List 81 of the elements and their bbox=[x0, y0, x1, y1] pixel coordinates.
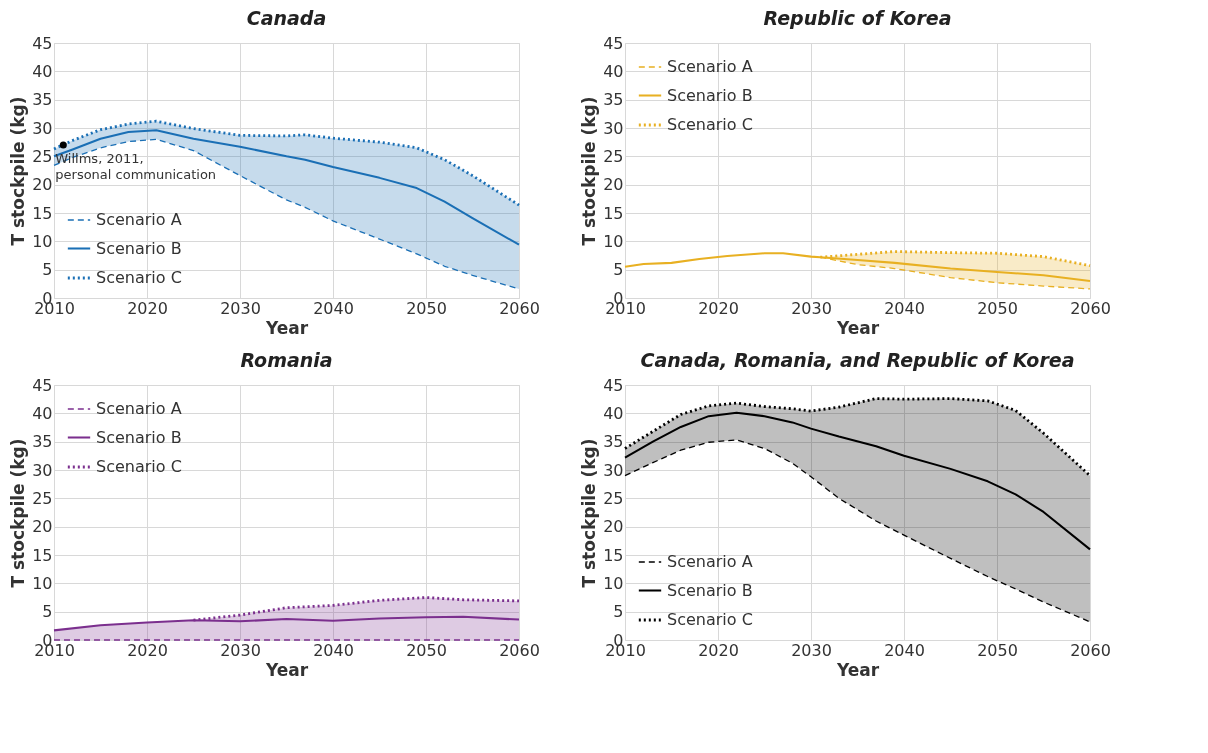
y-axis-title: T stockpile (kg) bbox=[8, 96, 29, 246]
y-tick-label: 30 bbox=[603, 460, 624, 480]
y-tick-label: 20 bbox=[32, 517, 53, 537]
x-tick-label: 2050 bbox=[406, 298, 447, 318]
y-tick-label: 5 bbox=[613, 260, 624, 280]
x-axis-title: Year bbox=[835, 659, 880, 680]
y-axis-title: T stockpile (kg) bbox=[579, 96, 600, 246]
x-tick-label: 2060 bbox=[499, 298, 540, 318]
y-tick-label: 25 bbox=[32, 488, 53, 508]
y-axis-title: T stockpile (kg) bbox=[8, 438, 29, 588]
x-axis-title: Year bbox=[835, 317, 880, 338]
y-tick-label: 45 bbox=[603, 375, 624, 395]
y-tick-label: 5 bbox=[42, 260, 53, 280]
y-tick-label: 15 bbox=[32, 203, 53, 223]
annotation: Willms, 2011, personal communication bbox=[55, 151, 217, 182]
y-tick-label: 10 bbox=[32, 231, 53, 251]
legend-label: Scenario C bbox=[667, 610, 753, 629]
legend-label: Scenario B bbox=[96, 238, 182, 258]
legend-label: Scenario A bbox=[96, 210, 182, 229]
legend-label: Scenario B bbox=[667, 85, 753, 105]
y-tick-label: 20 bbox=[603, 517, 624, 537]
y-axis-title: T stockpile (kg) bbox=[579, 438, 600, 588]
legend-label: Scenario A bbox=[667, 57, 753, 76]
y-tick-label: 40 bbox=[32, 403, 53, 423]
y-tick-label: 20 bbox=[603, 175, 624, 195]
chart-title: Republic of Korea bbox=[763, 7, 952, 29]
y-tick-label: 10 bbox=[32, 573, 53, 593]
y-tick-label: 35 bbox=[32, 432, 53, 452]
chart-title: Romania bbox=[240, 349, 333, 371]
y-tick-label: 15 bbox=[603, 545, 624, 565]
y-tick-label: 20 bbox=[32, 175, 53, 195]
y-tick-label: 40 bbox=[603, 403, 624, 423]
x-tick-label: 2060 bbox=[1070, 640, 1111, 660]
x-tick-label: 2050 bbox=[977, 640, 1018, 660]
x-tick-label: 2050 bbox=[406, 640, 447, 660]
x-tick-label: 2020 bbox=[127, 298, 168, 318]
legend-label: Scenario C bbox=[96, 268, 182, 287]
legend-label: Scenario B bbox=[667, 580, 753, 600]
y-tick-label: 45 bbox=[32, 33, 53, 53]
x-tick-label: 2030 bbox=[791, 298, 832, 318]
x-tick-label: 2040 bbox=[884, 640, 925, 660]
x-axis-title: Year bbox=[264, 317, 309, 338]
x-tick-label: 2020 bbox=[127, 640, 168, 660]
y-tick-label: 45 bbox=[32, 375, 53, 395]
x-tick-label: 2050 bbox=[977, 298, 1018, 318]
y-tick-label: 10 bbox=[603, 573, 624, 593]
x-tick-label: 2060 bbox=[499, 640, 540, 660]
chart-title: Canada bbox=[246, 7, 327, 29]
x-tick-label: 2060 bbox=[1070, 298, 1111, 318]
y-tick-label: 40 bbox=[32, 61, 53, 81]
y-tick-label: 25 bbox=[603, 146, 624, 166]
y-tick-label: 35 bbox=[603, 90, 624, 110]
x-tick-label: 2030 bbox=[220, 640, 261, 660]
x-tick-label: 2040 bbox=[313, 298, 354, 318]
y-tick-label: 30 bbox=[603, 118, 624, 138]
y-tick-label: 10 bbox=[603, 231, 624, 251]
legend-label: Scenario C bbox=[667, 115, 753, 134]
y-tick-label: 35 bbox=[32, 90, 53, 110]
legend-label: Scenario B bbox=[96, 427, 182, 447]
y-tick-label: 40 bbox=[603, 61, 624, 81]
x-tick-label: 2040 bbox=[313, 640, 354, 660]
chart-title: Canada, Romania, and Republic of Korea bbox=[640, 349, 1075, 371]
legend-label: Scenario C bbox=[96, 457, 182, 476]
legend-label: Scenario A bbox=[667, 552, 753, 571]
x-tick-label: 2040 bbox=[884, 298, 925, 318]
y-tick-label: 30 bbox=[32, 460, 53, 480]
y-tick-label: 25 bbox=[32, 146, 53, 166]
y-tick-label: 25 bbox=[603, 488, 624, 508]
y-tick-label: 15 bbox=[32, 545, 53, 565]
x-tick-label: 2020 bbox=[698, 640, 739, 660]
y-tick-label: 5 bbox=[613, 602, 624, 622]
legend-label: Scenario A bbox=[96, 399, 182, 418]
y-tick-label: 45 bbox=[603, 33, 624, 53]
x-axis-title: Year bbox=[264, 659, 309, 680]
x-tick-label: 2030 bbox=[791, 640, 832, 660]
y-tick-label: 5 bbox=[42, 602, 53, 622]
y-tick-label: 15 bbox=[603, 203, 624, 223]
y-tick-label: 35 bbox=[603, 432, 624, 452]
y-tick-label: 30 bbox=[32, 118, 53, 138]
x-tick-label: 2020 bbox=[698, 298, 739, 318]
x-tick-label: 2030 bbox=[220, 298, 261, 318]
